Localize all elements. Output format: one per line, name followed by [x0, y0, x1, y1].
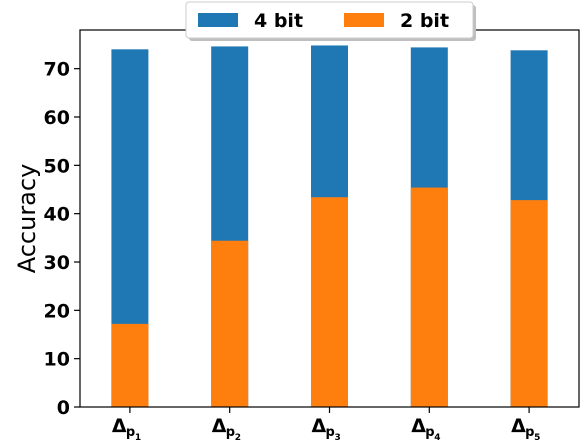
- x-tick-label-sub: p: [425, 425, 434, 440]
- y-tick-label: 60: [44, 107, 70, 129]
- bar-2-bit-1: [111, 323, 149, 407]
- bar-2-bit-2: [211, 240, 249, 407]
- legend-label-4-bit: 4 bit: [254, 10, 303, 32]
- x-tick-label-sub: p: [326, 425, 335, 440]
- legend-box: [185, 1, 474, 39]
- y-tick-label: 70: [44, 59, 70, 81]
- y-ticks-group: 0 10 20 30 40 50 60 70: [44, 59, 80, 419]
- x-tick-label-subsub: 4: [434, 433, 440, 443]
- y-tick-label: 20: [44, 300, 70, 322]
- x-tick-label-subsub: 5: [534, 433, 540, 443]
- x-tick-label-main: Δ: [411, 415, 426, 437]
- x-tick-label-main: Δ: [112, 415, 127, 437]
- bars-group: [111, 45, 548, 408]
- y-axis-label: Accuracy: [13, 164, 41, 274]
- y-tick-label: 10: [44, 349, 70, 371]
- bar-2-bit-5: [510, 200, 548, 407]
- x-tick-label-subsub: 1: [135, 433, 141, 443]
- x-tick-label-sub: p: [525, 425, 534, 440]
- bar-2-bit-3: [311, 197, 348, 407]
- legend-swatch-4-bit: [198, 13, 238, 27]
- x-tick-label-sub: p: [126, 425, 135, 440]
- x-tick-label-main: Δ: [312, 415, 327, 437]
- x-tick-label-subsub: 3: [335, 433, 341, 443]
- x-tick-label-main: Δ: [212, 415, 227, 437]
- legend-swatch-2-bit: [344, 13, 384, 27]
- legend: 4 bit 2 bit: [185, 1, 476, 41]
- x-tick-label-main: Δ: [511, 415, 526, 437]
- y-tick-label: 40: [44, 204, 70, 226]
- x-tick-label-subsub: 2: [235, 433, 241, 443]
- y-tick-label: 30: [44, 252, 70, 274]
- legend-label-2-bit: 2 bit: [400, 10, 449, 32]
- y-tick-label: 0: [57, 397, 70, 419]
- x-tick-label-sub: p: [226, 425, 235, 440]
- y-tick-label: 50: [44, 155, 70, 177]
- bar-2-bit-4: [410, 187, 448, 407]
